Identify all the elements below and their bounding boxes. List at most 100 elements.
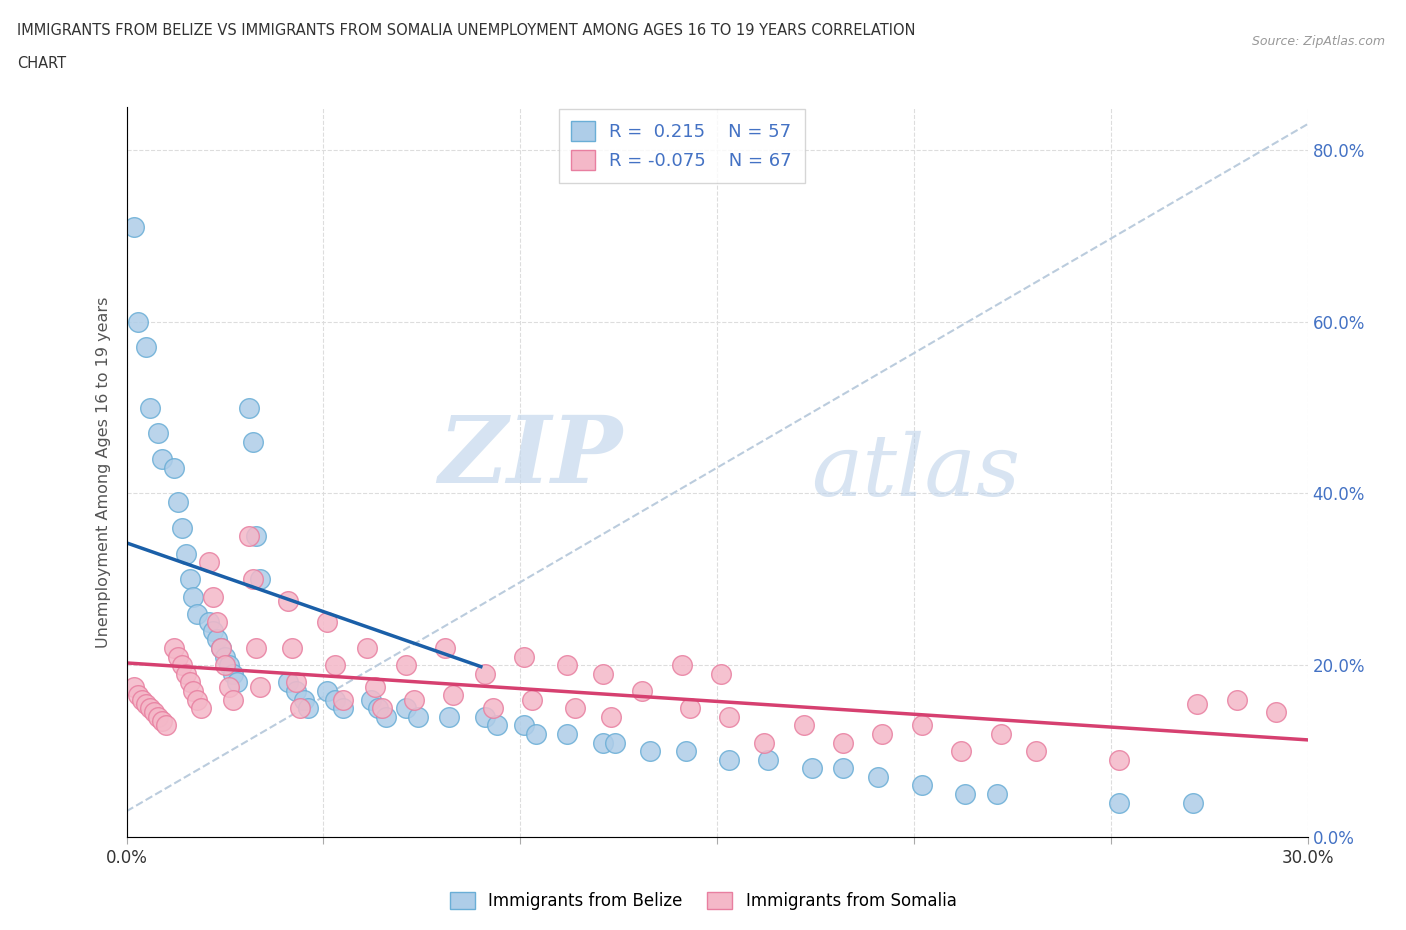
Text: atlas: atlas [811, 431, 1021, 513]
Point [124, 679, 146, 694]
Point [1025, 744, 1047, 759]
Legend: Immigrants from Belize, Immigrants from Somalia: Immigrants from Belize, Immigrants from … [443, 885, 963, 917]
Point [198, 554, 221, 569]
Point [284, 675, 307, 690]
Text: IMMIGRANTS FROM BELIZE VS IMMIGRANTS FROM SOMALIA UNEMPLOYMENT AMONG AGES 16 TO : IMMIGRANTS FROM BELIZE VS IMMIGRANTS FRO… [17, 23, 915, 38]
Point [395, 658, 418, 672]
Point [155, 718, 177, 733]
Point [222, 692, 245, 707]
Point [953, 787, 976, 802]
Point [238, 529, 260, 544]
Point [249, 679, 271, 694]
Point [166, 649, 188, 664]
Point [245, 529, 267, 544]
Point [150, 713, 173, 728]
Point [603, 735, 626, 750]
Point [986, 787, 1008, 802]
Point [1187, 697, 1209, 711]
Point [564, 700, 586, 715]
Point [292, 692, 315, 707]
Point [297, 700, 319, 715]
Point [323, 658, 346, 672]
Point [139, 700, 162, 715]
Text: CHART: CHART [17, 56, 66, 71]
Point [395, 700, 418, 715]
Point [238, 400, 260, 415]
Point [183, 684, 205, 698]
Point [678, 700, 700, 715]
Point [198, 615, 221, 630]
Point [513, 718, 536, 733]
Point [367, 700, 389, 715]
Point [1108, 795, 1130, 810]
Point [474, 667, 496, 682]
Point [406, 710, 429, 724]
Point [524, 726, 547, 741]
Point [800, 761, 823, 776]
Point [249, 572, 271, 587]
Point [131, 692, 153, 707]
Point [183, 589, 205, 604]
Point [557, 658, 579, 672]
Point [179, 675, 201, 690]
Point [832, 735, 855, 750]
Point [316, 615, 339, 630]
Point [284, 684, 307, 698]
Point [592, 667, 614, 682]
Point [950, 744, 973, 759]
Point [332, 692, 354, 707]
Point [245, 641, 267, 656]
Point [717, 752, 740, 767]
Point [288, 700, 311, 715]
Point [170, 521, 193, 536]
Point [439, 710, 461, 724]
Text: Source: ZipAtlas.com: Source: ZipAtlas.com [1251, 35, 1385, 48]
Point [163, 460, 186, 475]
Point [139, 400, 162, 415]
Point [441, 688, 464, 703]
Point [520, 692, 543, 707]
Point [638, 744, 661, 759]
Point [222, 667, 245, 682]
Point [754, 735, 776, 750]
Point [592, 735, 614, 750]
Point [202, 589, 225, 604]
Point [277, 675, 299, 690]
Point [363, 679, 385, 694]
Point [675, 744, 697, 759]
Point [356, 641, 378, 656]
Point [209, 641, 232, 656]
Point [599, 710, 621, 724]
Point [218, 679, 240, 694]
Point [631, 684, 654, 698]
Point [174, 667, 197, 682]
Point [214, 649, 236, 664]
Point [671, 658, 693, 672]
Point [205, 615, 228, 630]
Point [186, 692, 208, 707]
Point [332, 700, 354, 715]
Point [202, 623, 225, 638]
Y-axis label: Unemployment Among Ages 16 to 19 years: Unemployment Among Ages 16 to 19 years [96, 297, 111, 647]
Point [242, 572, 264, 587]
Point [179, 572, 201, 587]
Point [375, 710, 398, 724]
Point [557, 726, 579, 741]
Point [481, 700, 503, 715]
Point [316, 684, 339, 698]
Point [1265, 705, 1288, 720]
Point [225, 675, 247, 690]
Point [214, 658, 236, 672]
Point [832, 761, 855, 776]
Point [127, 314, 149, 329]
Point [360, 692, 382, 707]
Point [434, 641, 457, 656]
Point [143, 705, 166, 720]
Point [209, 641, 232, 656]
Point [1108, 752, 1130, 767]
Point [868, 769, 890, 784]
Point [135, 697, 157, 711]
Point [170, 658, 193, 672]
Point [174, 546, 197, 561]
Point [872, 726, 894, 741]
